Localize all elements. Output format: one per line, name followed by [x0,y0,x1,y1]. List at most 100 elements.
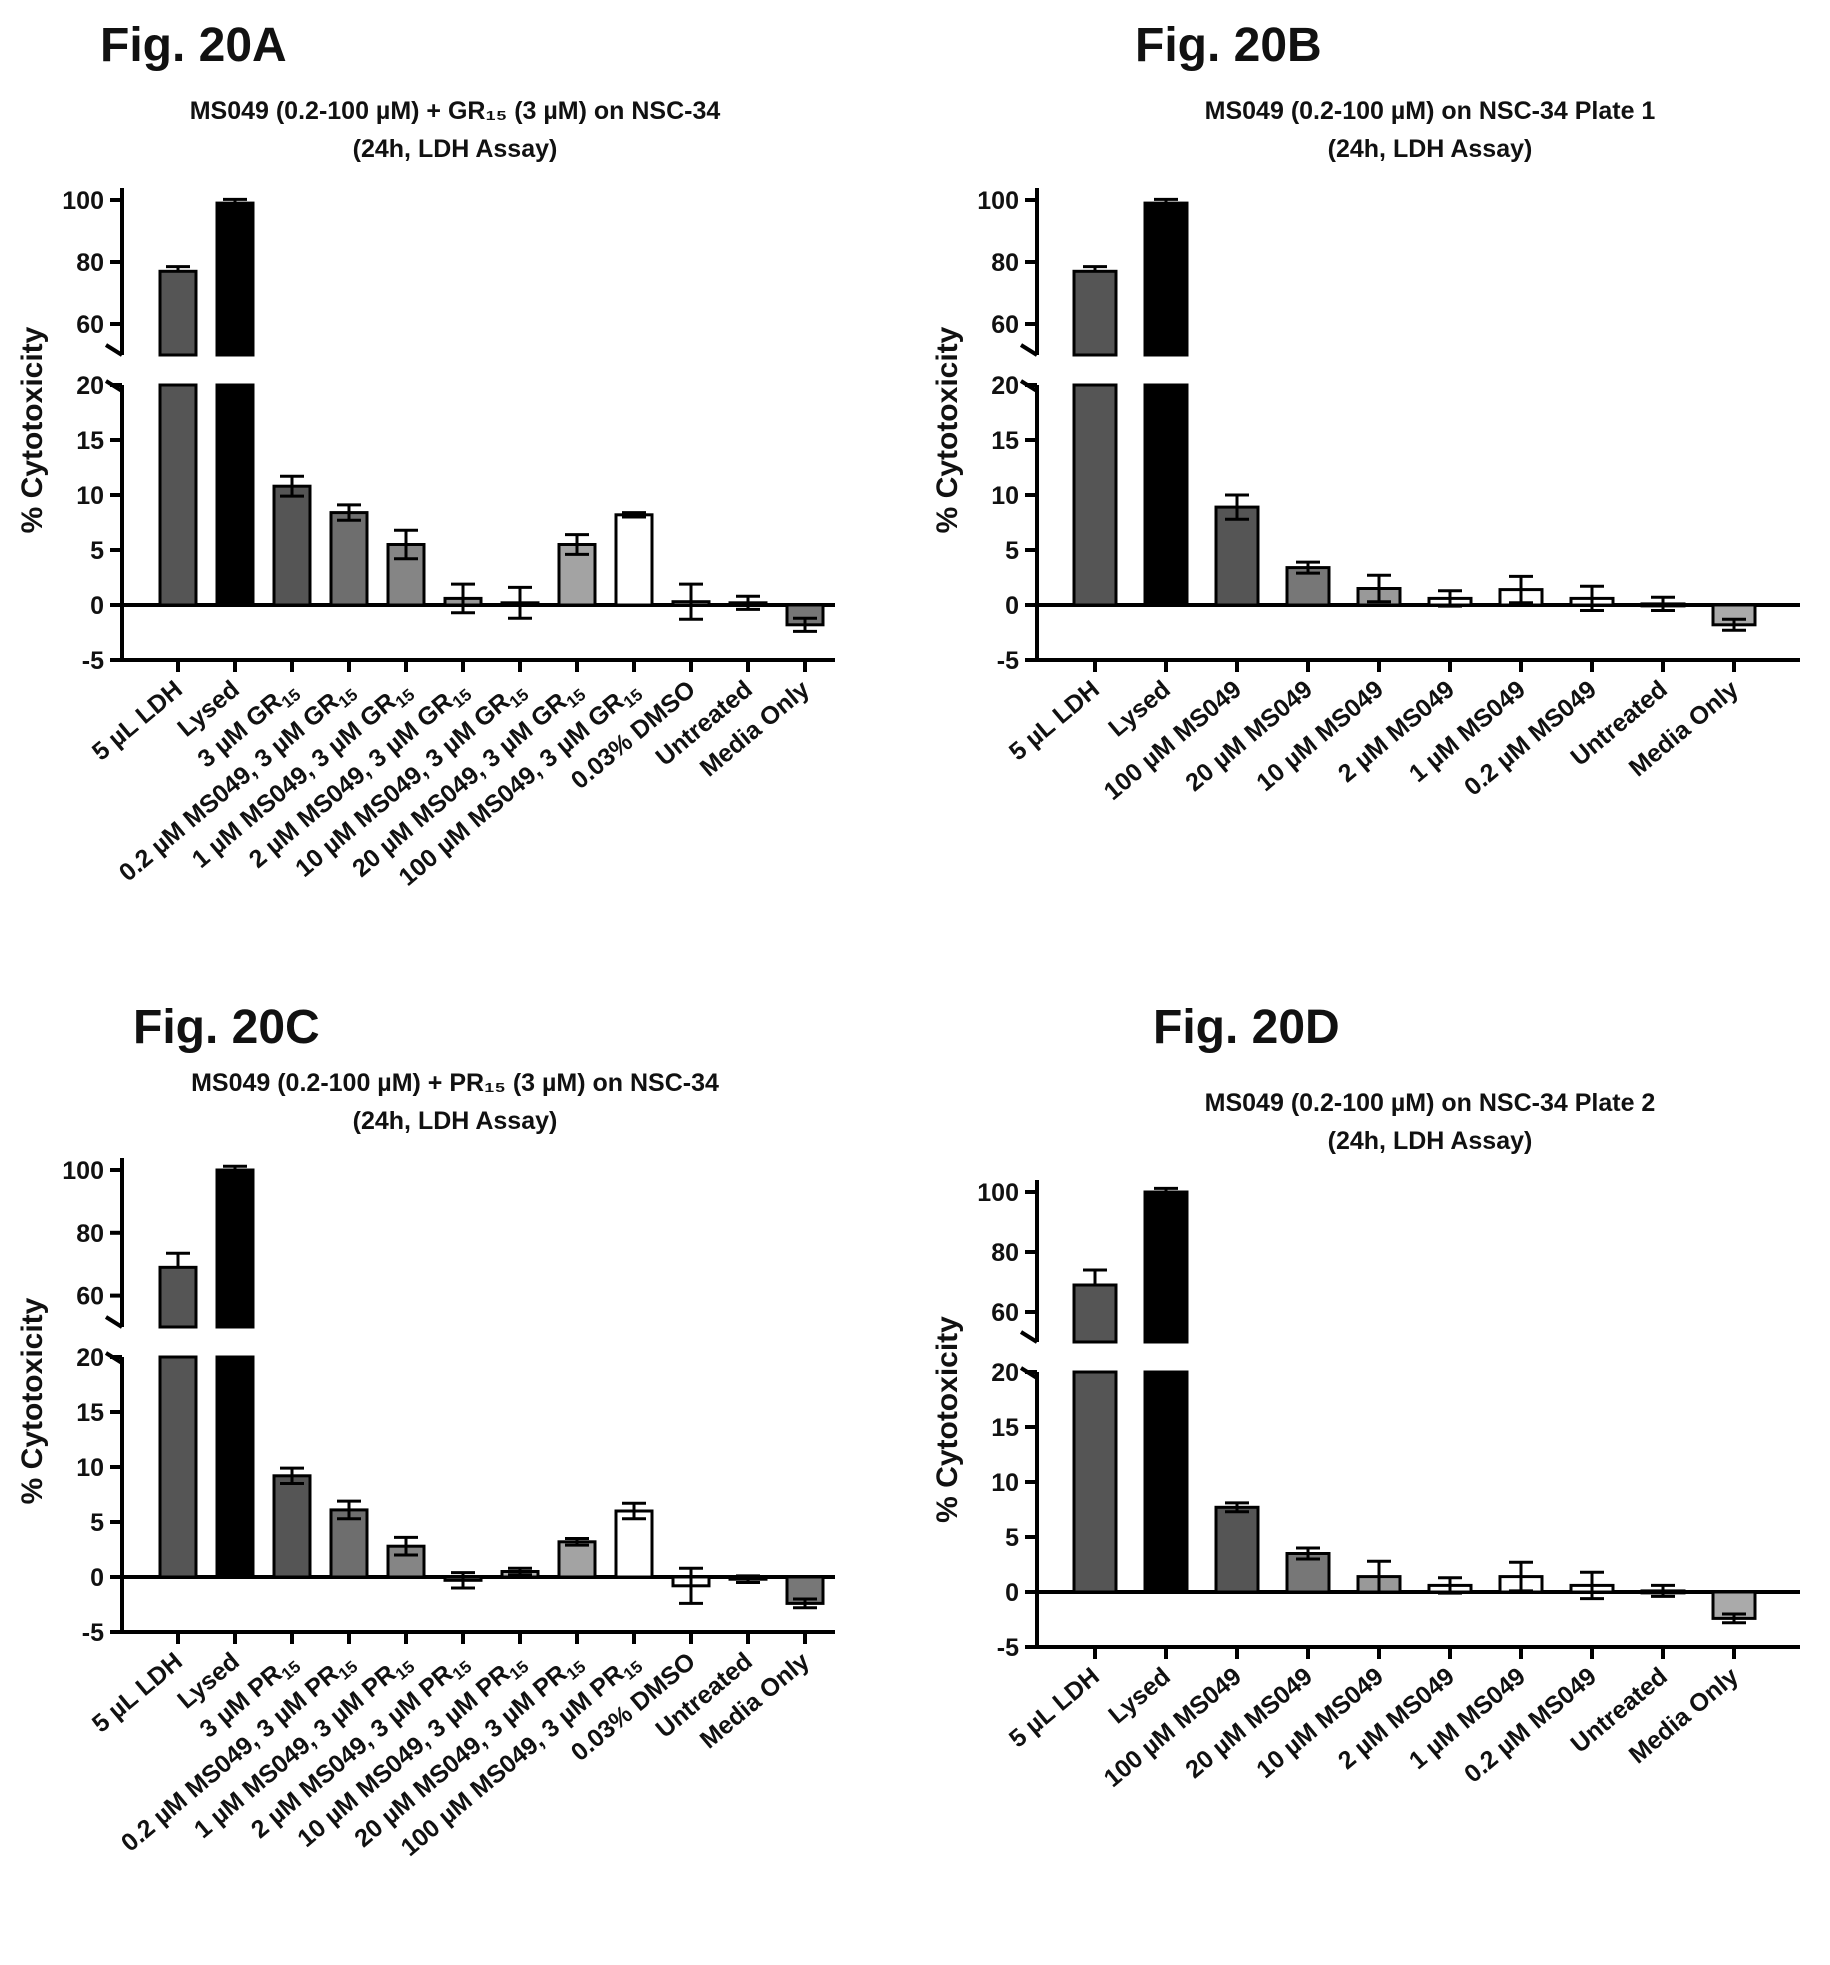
bar-group [329,503,369,607]
bar [272,484,312,607]
panel-fig-20b: Fig. 20B MS049 (0.2-100 µM) on NSC-34 Pl… [915,0,1830,982]
bar-group [1285,1546,1331,1594]
bar-group [272,474,312,607]
chart-subtitle: (24h, LDH Assay) [352,1107,558,1135]
y-axis-title: % Cytotoxicity [16,326,49,533]
bar-group [671,1566,711,1605]
x-tick-label: 5 µL LDH [1004,1662,1105,1753]
bar-upper [215,201,255,357]
bar [215,1355,255,1579]
bar-group [272,1466,312,1579]
y-tick-label: 5 [1005,1524,1019,1552]
axis-break-mark [1019,1330,1039,1344]
y-tick-label: -5 [997,1634,1019,1662]
bar-upper [1143,201,1189,357]
y-tick-label: 10 [76,1454,104,1482]
chart-title: MS049 (0.2-100 µM) + PR₁₅ (3 µM) on NSC-… [90,1064,820,1140]
bar-group [1427,1576,1473,1595]
bar-upper [158,269,198,357]
y-tick-label: -5 [997,647,1019,675]
y-tick-label: 0 [1005,1579,1019,1607]
bar-group [1569,1570,1615,1601]
chart-title-line: MS049 (0.2-100 µM) on NSC-34 Plate 1 [1204,97,1656,125]
y-tick-label: 80 [991,249,1019,277]
bar-group [443,1571,483,1590]
bar-upper [215,1168,255,1329]
bar [1143,1370,1189,1594]
y-tick-label: 20 [991,372,1019,400]
bar-upper [1072,269,1118,357]
chart-subtitle: (24h, LDH Assay) [1327,1127,1533,1155]
bar-group [329,1499,369,1579]
y-tick-label: 5 [90,1509,104,1537]
y-tick-label: 60 [76,1283,104,1311]
y-tick-label: -5 [82,1619,104,1647]
y-tick-label: 60 [991,311,1019,339]
y-tick-label: 20 [991,1359,1019,1387]
bar-group [1143,1186,1189,1594]
chart-title-line: MS049 (0.2-100 µM) + PR₁₅ (3 µM) on NSC-… [191,1069,719,1097]
y-tick-label: 80 [76,249,104,277]
bar-group [671,582,711,621]
bar [329,511,369,607]
chart-title: MS049 (0.2-100 µM) on NSC-34 Plate 2 (24… [1065,1084,1795,1160]
panel-label: Fig. 20C [133,1001,320,1054]
y-tick-label: 80 [76,1220,104,1248]
bar [215,383,255,607]
y-tick-label: -5 [82,647,104,675]
bar-group [215,1164,255,1579]
y-tick-label: 15 [76,1399,104,1427]
y-tick-label: 20 [76,1344,104,1372]
x-tick-label: 5 µL LDH [1004,675,1105,766]
y-tick-label: 80 [991,1239,1019,1267]
y-tick-label: 100 [977,1179,1019,1207]
y-tick-label: 15 [991,1414,1019,1442]
y-tick-label: 60 [76,311,104,339]
y-tick-label: 10 [76,482,104,510]
bar [158,383,198,607]
panel-label: Fig. 20B [1135,19,1322,72]
bar-group [1072,265,1118,607]
panel-fig-20d: Fig. 20D MS049 (0.2-100 µM) on NSC-34 Pl… [915,982,1830,1964]
bar-upper [1072,1283,1118,1344]
bar [1711,1590,1757,1620]
y-tick-label: 0 [1005,592,1019,620]
bar-group [557,533,597,607]
bar-group [1498,1560,1544,1594]
bar-group [1356,573,1402,607]
y-tick-label: 20 [76,372,104,400]
bar [1214,505,1260,607]
y-tick-label: 5 [1005,537,1019,565]
chart-subtitle: (24h, LDH Assay) [352,135,558,163]
bar-group [386,1535,426,1579]
bar-group [557,1537,597,1579]
bar-group [158,1251,198,1579]
bar-group [1498,574,1544,607]
bar-group [158,265,198,607]
y-tick-label: 10 [991,1469,1019,1497]
y-axis-title: % Cytotoxicity [16,1297,49,1504]
panel-label: Fig. 20D [1153,1001,1340,1054]
bar [158,1355,198,1579]
bar [614,1509,654,1579]
bar-group [1072,1268,1118,1594]
bar-group [1711,1590,1757,1625]
axis-break-mark [104,343,124,357]
bar [1214,1505,1260,1594]
bar-group [500,1566,540,1579]
y-axis-title: % Cytotoxicity [931,326,964,533]
bar-group [386,528,426,607]
bar-upper [158,1265,198,1329]
chart-title: MS049 (0.2-100 µM) on NSC-34 Plate 1 (24… [1065,92,1795,168]
y-axis-title: % Cytotoxicity [931,1316,964,1523]
y-tick-label: 60 [991,1299,1019,1327]
y-tick-label: 0 [90,1564,104,1592]
y-tick-label: 100 [62,187,104,215]
bar-group [215,197,255,607]
bar-group [614,1501,654,1579]
y-tick-label: 15 [76,427,104,455]
bar [386,1544,426,1579]
